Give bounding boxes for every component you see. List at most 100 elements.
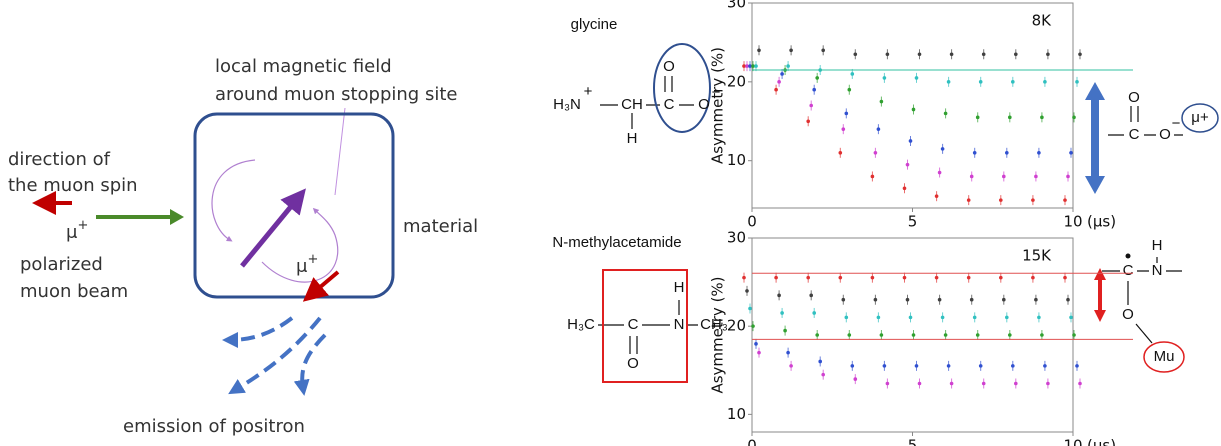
beam-label: polarized xyxy=(20,254,103,275)
data-point xyxy=(780,72,784,76)
atom: H xyxy=(1152,237,1163,254)
data-point xyxy=(1005,151,1009,155)
data-point xyxy=(1037,316,1041,320)
data-point xyxy=(903,276,907,280)
data-point xyxy=(1069,151,1073,155)
data-point xyxy=(754,342,758,346)
x-tick-label: 0 xyxy=(747,213,757,231)
atom: O xyxy=(627,355,639,372)
data-point xyxy=(999,198,1003,202)
atom: N xyxy=(674,316,685,333)
data-point xyxy=(789,49,793,53)
data-point xyxy=(1011,80,1015,84)
data-point xyxy=(806,276,810,280)
y-tick-label: 20 xyxy=(727,317,746,335)
positron-arrows xyxy=(230,318,325,390)
data-point xyxy=(973,316,977,320)
data-point xyxy=(982,52,986,56)
bonds xyxy=(600,76,694,129)
data-point xyxy=(1072,333,1076,337)
data-point xyxy=(1034,175,1038,179)
plot-frame xyxy=(752,3,1073,208)
data-point xyxy=(915,76,919,80)
data-point xyxy=(1037,151,1041,155)
data-point xyxy=(1046,382,1050,386)
field-label: local magnetic field xyxy=(215,56,392,77)
spin-vector xyxy=(242,198,298,266)
atom: N xyxy=(1152,262,1163,279)
data-point xyxy=(938,298,942,302)
data-point xyxy=(967,276,971,280)
y-tick-label: 10 xyxy=(727,405,746,423)
data-point xyxy=(912,108,916,112)
leader-line xyxy=(335,108,345,195)
bonds xyxy=(1102,257,1182,343)
data-point xyxy=(912,333,916,337)
data-point xyxy=(1014,52,1018,56)
data-point xyxy=(774,88,778,92)
data-point xyxy=(1075,80,1079,84)
data-point xyxy=(748,307,752,311)
data-point xyxy=(950,382,954,386)
atom: C xyxy=(1129,126,1140,143)
data-point xyxy=(874,298,878,302)
data-point xyxy=(757,351,761,355)
n-methylacetamide: N-methylacetamide xyxy=(552,234,698,382)
atom: O xyxy=(1159,126,1171,143)
data-point xyxy=(1002,175,1006,179)
field-loop xyxy=(212,160,255,240)
data-point xyxy=(877,127,881,131)
x-tick-label: 10 xyxy=(1063,213,1082,231)
site-label: μ+ xyxy=(1191,109,1209,126)
data-point xyxy=(1008,116,1012,120)
beam-symbol: μ+ xyxy=(66,218,88,243)
data-point xyxy=(1002,298,1006,302)
data-point xyxy=(967,198,971,202)
data-point xyxy=(842,127,846,131)
y-tick-label: 20 xyxy=(727,72,746,90)
data-point xyxy=(982,382,986,386)
data-point xyxy=(1063,198,1067,202)
data-point xyxy=(1078,52,1082,56)
data-point xyxy=(742,276,746,280)
data-point xyxy=(1031,276,1035,280)
charge: + xyxy=(77,218,88,233)
field-label: around muon stopping site xyxy=(215,84,457,105)
data-point xyxy=(970,175,974,179)
data-point xyxy=(1043,80,1047,84)
data-point xyxy=(979,364,983,368)
data-point xyxy=(839,276,843,280)
atom: H₃C xyxy=(567,316,595,333)
data-point xyxy=(786,351,790,355)
data-point xyxy=(854,52,858,56)
annotation: 8K xyxy=(1032,12,1053,30)
atom: + xyxy=(584,83,593,100)
x-tick-label: 10 xyxy=(1063,437,1082,446)
atom: H xyxy=(627,130,638,147)
x-unit: (μs) xyxy=(1087,213,1116,231)
data-point xyxy=(883,364,887,368)
data-point xyxy=(815,333,819,337)
data-point xyxy=(886,382,890,386)
muon-spin-arrow xyxy=(312,272,338,294)
data-point xyxy=(851,364,855,368)
data-point xyxy=(999,276,1003,280)
data-point xyxy=(973,151,977,155)
atom: C xyxy=(664,96,675,113)
beam-label: muon beam xyxy=(20,281,128,302)
x-tick-label: 5 xyxy=(908,213,918,231)
data-point xyxy=(909,139,913,143)
emission-label: emission of positron xyxy=(123,416,305,437)
data-point xyxy=(1040,333,1044,337)
data-point xyxy=(935,276,939,280)
data-point xyxy=(979,80,983,84)
data-point xyxy=(777,80,781,84)
charge: + xyxy=(307,252,318,267)
data-point xyxy=(821,373,825,377)
molecule-name: N-methylacetamide xyxy=(552,234,681,251)
data-point xyxy=(1005,316,1009,320)
data-point xyxy=(806,119,810,123)
glycine: glycine xyxy=(571,16,710,132)
data-point xyxy=(935,194,939,198)
data-point xyxy=(815,76,819,80)
